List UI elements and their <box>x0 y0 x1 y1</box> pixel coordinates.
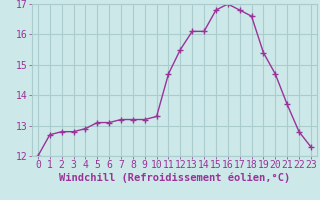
X-axis label: Windchill (Refroidissement éolien,°C): Windchill (Refroidissement éolien,°C) <box>59 173 290 183</box>
